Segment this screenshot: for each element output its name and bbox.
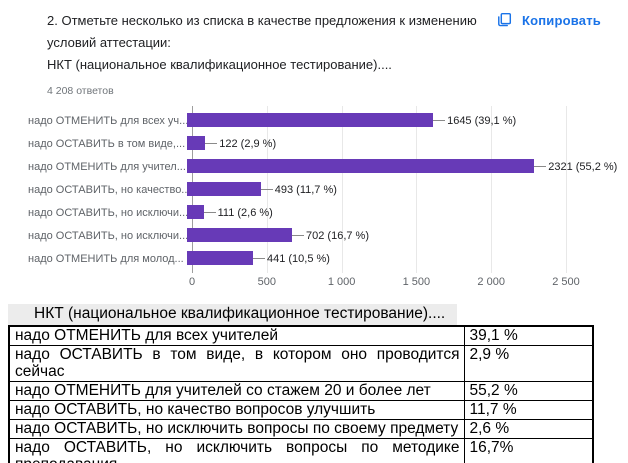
value-label: 2321 (55,2 %) <box>548 160 618 173</box>
bar-track: 2321 (55,2 %) <box>186 155 617 178</box>
table-row: надо ОСТАВИТЬ, но исключить вопросы по с… <box>8 419 594 439</box>
copy-button[interactable]: Копировать <box>495 11 601 29</box>
copy-button-label: Копировать <box>521 12 601 28</box>
leader-line <box>203 212 216 213</box>
option-cell: надо ОТМЕНИТЬ для всех учителей <box>8 325 465 346</box>
percent-cell: 11,7 % <box>463 400 594 420</box>
document-section: НКТ (национальное квалификационное тести… <box>0 304 628 463</box>
x-tick-label: 2 500 <box>552 276 580 288</box>
value-label: 441 (10,5 %) <box>266 252 330 265</box>
percent-cell: 39,1 % <box>463 325 594 346</box>
x-tick-label: 1 500 <box>402 276 431 288</box>
responses-count: 4 208 ответов <box>47 85 114 97</box>
table-row: надо ОТМЕНИТЬ для учителей со стажем 20 … <box>8 381 594 401</box>
gridline <box>566 106 567 273</box>
bar <box>187 205 204 219</box>
value-label: 493 (11,7 %) <box>274 183 337 196</box>
question-title-line2: условий аттестации: <box>47 35 171 50</box>
gridline <box>341 106 343 273</box>
leader-line <box>534 166 547 167</box>
value-label: 111 (2,6 %) <box>217 206 273 219</box>
x-tick-label: 2 000 <box>477 276 505 288</box>
bar <box>187 251 253 265</box>
category-label: надо ОТМЕНИТЬ для молод... <box>28 252 184 265</box>
option-cell: надо ОСТАВИТЬ, но качество вопросов улуч… <box>8 400 465 420</box>
percent-cell: 2,9 % <box>463 345 594 382</box>
question-title-line3: НКТ (национальное квалификационное тести… <box>47 57 392 72</box>
chart-row: надо ОСТАВИТЬ, но качество... 493 (11,7 … <box>28 178 594 201</box>
option-cell: надо ОТМЕНИТЬ для учителей со стажем 20 … <box>8 381 465 401</box>
option-cell: надо ОСТАВИТЬ, но исключить вопросы по м… <box>8 438 465 463</box>
percent-cell: 2,6 % <box>463 419 594 439</box>
percent-cell: 16,7% <box>463 438 594 463</box>
chart-row: надо ОТМЕНИТЬ для учител... 2321 (55,2 %… <box>28 155 617 178</box>
leader-line <box>260 189 273 190</box>
form-results-card: 2. Отметьте несколько из списка в качест… <box>28 10 618 292</box>
leader-line <box>433 120 446 121</box>
table-row: надо ОТМЕНИТЬ для всех учителей 39,1 % <box>8 325 594 346</box>
bar-track: 702 (16,7 %) <box>186 224 560 247</box>
leader-line <box>252 258 265 259</box>
question-title: 2. Отметьте несколько из списка в качест… <box>47 10 487 76</box>
gridline <box>491 106 493 273</box>
category-label: надо ОСТАВИТЬ, но качество... <box>28 183 191 196</box>
chart-x-axis: 0 500 1 000 1 500 2 000 2 500 <box>188 274 580 292</box>
bar-track: 493 (11,7 %) <box>186 178 560 201</box>
x-tick-label: 500 <box>257 276 276 288</box>
bar-track: 1645 (39,1 %) <box>186 109 560 132</box>
copy-icon <box>495 11 513 29</box>
table-row: надо ОСТАВИТЬ, но исключить вопросы по м… <box>8 438 594 463</box>
bar <box>187 113 434 127</box>
leader-line <box>292 235 305 236</box>
table-row: надо ОСТАВИТЬ, но качество вопросов улуч… <box>8 400 594 420</box>
category-label: надо ОСТАВИТЬ в том виде,... <box>28 137 186 150</box>
category-label: надо ОСТАВИТЬ, но исключи... <box>28 229 189 242</box>
table-header: НКТ (национальное квалификационное тести… <box>8 304 457 325</box>
bar-chart: надо ОТМЕНИТЬ для всех уч... 1645 (39,1 … <box>28 106 617 273</box>
option-cell: надо ОСТАВИТЬ в том виде, в котором оно … <box>8 345 465 382</box>
bar <box>187 136 206 150</box>
category-label: надо ОСТАВИТЬ, но исключи... <box>28 206 189 219</box>
leader-line <box>205 143 218 144</box>
bar <box>187 182 261 196</box>
category-label: надо ОТМЕНИТЬ для всех уч... <box>28 114 189 127</box>
chart-row: надо ОСТАВИТЬ, но исключи... 702 (16,7 %… <box>28 224 594 247</box>
percent-cell: 55,2 % <box>463 381 594 401</box>
chart-row: надо ОСТАВИТЬ, но исключи... 111 (2,6 %) <box>28 201 594 224</box>
table-row: надо ОСТАВИТЬ в том виде, в котором оно … <box>8 345 594 382</box>
chart-row: надо ОСТАВИТЬ в том виде,... 122 (2,9 %) <box>28 132 594 155</box>
bar <box>187 159 535 173</box>
category-label: надо ОТМЕНИТЬ для учител... <box>28 160 186 173</box>
value-label: 1645 (39,1 %) <box>447 114 517 127</box>
option-cell: надо ОСТАВИТЬ, но исключить вопросы по с… <box>8 419 465 439</box>
bar-track: 441 (10,5 %) <box>186 247 560 270</box>
results-table: надо ОТМЕНИТЬ для всех учителей 39,1 % н… <box>8 325 594 463</box>
chart-row: надо ОТМЕНИТЬ для всех уч... 1645 (39,1 … <box>28 109 594 132</box>
bar-track: 111 (2,6 %) <box>186 201 560 224</box>
value-label: 122 (2,9 %) <box>219 137 277 150</box>
bar <box>187 228 293 242</box>
value-label: 702 (16,7 %) <box>306 229 369 242</box>
bar-track: 122 (2,9 %) <box>186 132 560 155</box>
question-title-line1: 2. Отметьте несколько из списка в качест… <box>47 13 477 28</box>
x-tick-label: 0 <box>188 276 196 288</box>
x-tick-label: 1 000 <box>327 276 356 288</box>
chart-row: надо ОТМЕНИТЬ для молод... 441 (10,5 %) <box>28 247 594 270</box>
gridline <box>416 106 418 273</box>
